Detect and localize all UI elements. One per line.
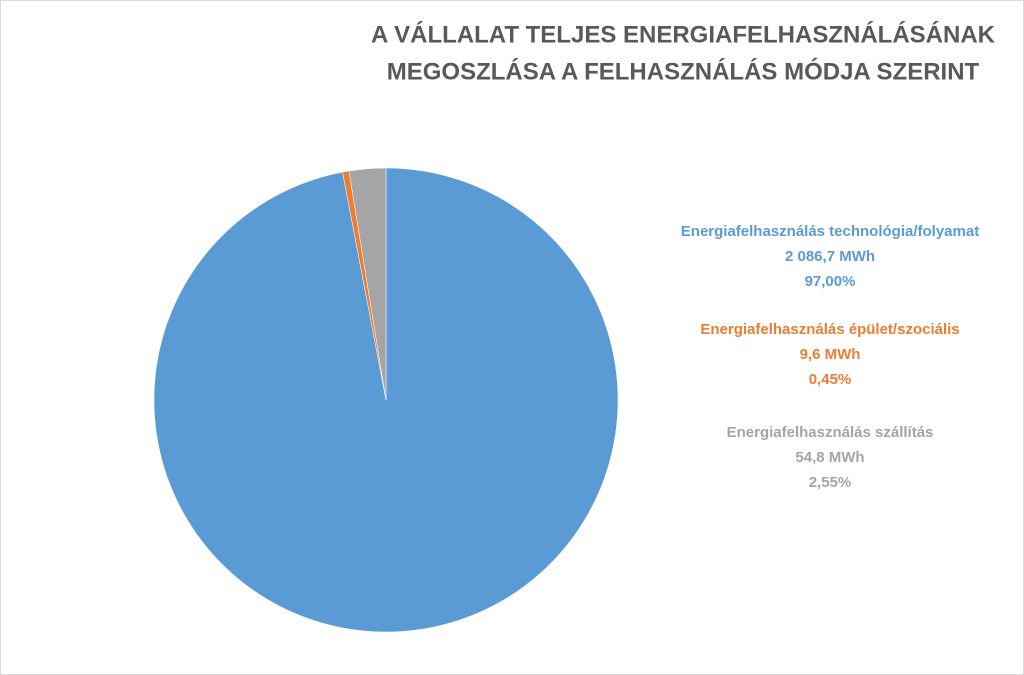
chart-title: MEGOSZLÁSA A FELHASZNÁLÁS MÓDJA SZERINT <box>387 57 980 85</box>
data-label-percent: 2,55% <box>809 474 852 491</box>
data-label-percent: 0,45% <box>809 371 852 388</box>
data-label-amount: 2 086,7 MWh <box>785 248 875 265</box>
data-label-amount: 9,6 MWh <box>800 346 861 363</box>
data-label-percent: 97,00% <box>805 273 856 290</box>
data-label-name: Energiafelhasználás technológia/folyamat <box>681 223 979 240</box>
data-label-amount: 54,8 MWh <box>795 449 864 466</box>
chart-title: A VÁLLALAT TELJES ENERGIAFELHASZNÁLÁSÁNA… <box>371 20 996 48</box>
data-label-name: Energiafelhasználás szállítás <box>727 424 934 441</box>
data-label-name: Energiafelhasználás épület/szociális <box>700 321 959 338</box>
pie-slice <box>348 167 387 401</box>
